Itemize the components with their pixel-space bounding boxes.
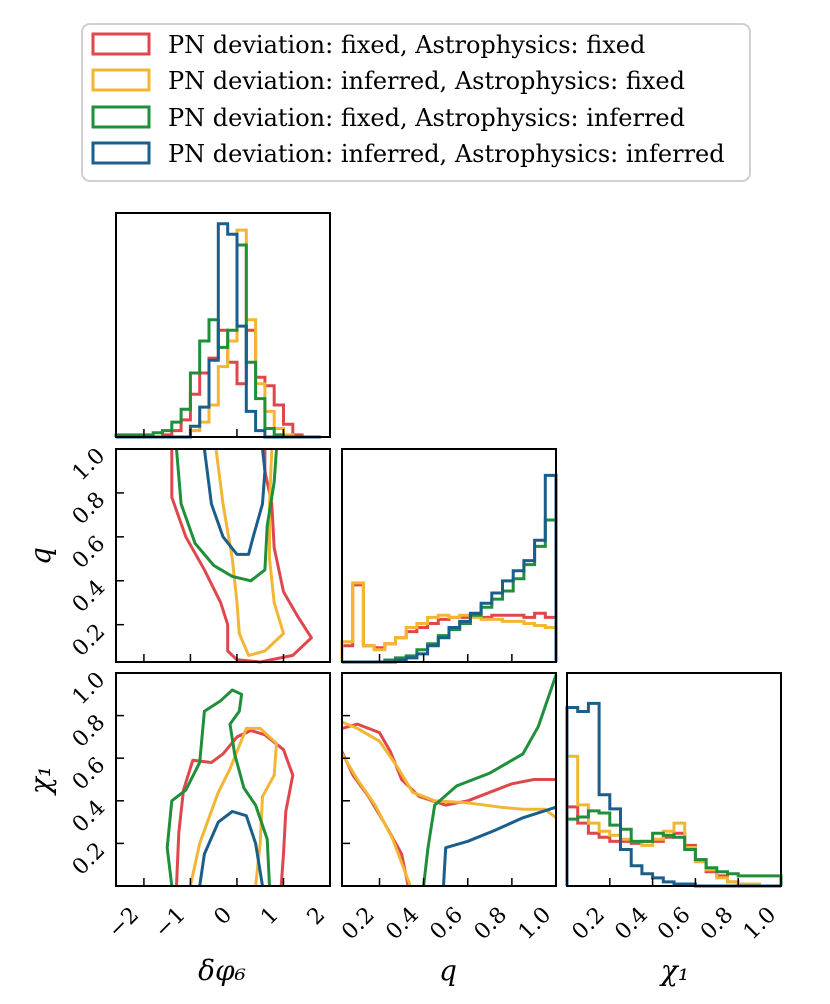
histogram-yellow [340, 581, 558, 662]
x-axis-label-chi1: χ₁ [659, 954, 689, 987]
panel-q-vs-dphi-contours: 0.20.40.60.81.0 [68, 444, 331, 664]
contour-green [175, 448, 278, 583]
legend-entry: PN deviation: fixed, Astrophysics: infer… [91, 104, 685, 132]
panel-chi1-vs-q-contours: 0.2 0.4 0.6 0.8 1.0 [337, 672, 558, 945]
y-axis-label-chi1: χ₁ [24, 766, 57, 796]
legend-label: PN deviation: inferred, Astrophysics: fi… [168, 67, 685, 95]
histogram-red [565, 805, 781, 888]
panel-frame [341, 448, 557, 663]
panel-frame [566, 672, 782, 887]
x-tick-label: −1 [150, 903, 191, 944]
y-tick-label: 0.8 [68, 710, 110, 752]
contour-yellow [188, 726, 278, 887]
x-tick-label: 0.6 [426, 903, 468, 945]
x-tick-label: 1.0 [739, 903, 781, 945]
legend-swatch-red [91, 32, 151, 56]
x-tick-label: 0.6 [653, 903, 695, 945]
y-tick-label: 0.6 [68, 753, 110, 795]
x-tick-label: 0.8 [696, 903, 738, 945]
legend-label: PN deviation: inferred, Astrophysics: in… [168, 140, 725, 168]
x-axis-label-dphi: δφ₆ [198, 954, 246, 987]
contour-yellow [214, 448, 285, 657]
legend-swatch-green [91, 105, 151, 129]
x-tick-label: 0 [210, 903, 238, 931]
legend-entry: PN deviation: fixed, Astrophysics: fixed [91, 31, 645, 59]
y-tick-label: 0.8 [68, 487, 110, 529]
x-tick-label: 0.8 [470, 903, 512, 945]
histogram-blue [342, 473, 558, 664]
y-axis-label-q: q [24, 547, 57, 565]
contour-green [165, 688, 271, 887]
x-tick-label: 0.4 [610, 903, 652, 945]
legend: PN deviation: fixed, Astrophysics: fixed… [81, 23, 751, 182]
x-axis-label-q: q [439, 954, 457, 987]
legend-label: PN deviation: fixed, Astrophysics: fixed [168, 31, 645, 59]
x-tick-label: −2 [104, 903, 145, 944]
x-tick-label: 0.2 [568, 903, 610, 945]
legend-entry: PN deviation: inferred, Astrophysics: in… [91, 140, 725, 168]
panel-chi1-vs-dphi-contours: −2 −1 0 1 2 0.20.40.60.81.0 [68, 668, 331, 944]
legend-frame [81, 23, 751, 182]
legend-swatch-blue [91, 141, 151, 165]
contour-green [422, 674, 558, 887]
panel-frame [115, 212, 331, 438]
x-tick-label: 2 [303, 903, 331, 931]
contour-yellow-lower [340, 753, 412, 887]
y-tick-label: 0.6 [68, 531, 110, 573]
legend-label: PN deviation: fixed, Astrophysics: infer… [168, 104, 685, 132]
histogram-green [342, 518, 558, 664]
contour-yellow [341, 720, 557, 819]
y-tick-label: 1.0 [68, 444, 110, 486]
histogram-yellow [565, 754, 781, 888]
x-tick-label: 0.2 [337, 903, 379, 945]
legend-swatch-yellow [91, 68, 151, 92]
contour-blue [202, 448, 267, 556]
panel-dphi-histogram [114, 212, 331, 439]
contour-blue [198, 810, 264, 887]
y-tick-label: 0.2 [68, 619, 110, 661]
contour-blue [442, 805, 557, 887]
legend-entry: PN deviation: inferred, Astrophysics: fi… [91, 67, 685, 95]
y-tick-label: 0.4 [68, 575, 110, 617]
x-tick-label: 0.4 [381, 903, 423, 945]
histogram-green [565, 809, 783, 886]
x-tick-label: 1 [256, 903, 284, 931]
panel-frame [341, 672, 557, 887]
panel-q-histogram [340, 448, 558, 664]
x-tick-label: 1.0 [514, 903, 556, 945]
histogram-blue [565, 701, 781, 888]
panel-chi1-histogram: 0.2 0.4 0.6 0.8 1.0 [565, 672, 783, 945]
y-tick-label: 0.2 [68, 838, 110, 880]
panel-frame [115, 448, 331, 663]
panel-frame [115, 672, 331, 887]
y-tick-label: 0.4 [68, 795, 110, 837]
y-tick-label: 1.0 [68, 668, 110, 710]
